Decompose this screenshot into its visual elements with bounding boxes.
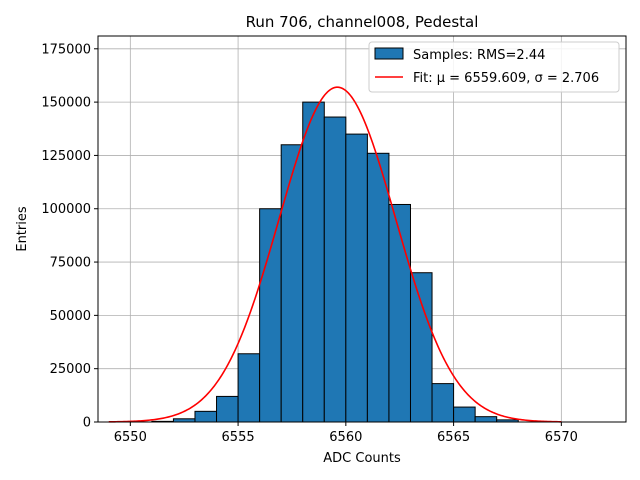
histogram-bar [345,133,368,423]
histogram-bar [453,406,476,423]
x-axis-ticks: 6550 6555 6560 6565 6570 [114,422,578,445]
plot-frame [97,35,627,423]
y-tick-label: 100000 [41,202,91,217]
legend-swatch-samples [374,47,404,60]
x-axis-label: ADC Counts [323,451,401,466]
chart-title: Run 706, channel008, Pedestal [246,13,479,31]
histogram-bar [431,383,455,423]
histogram-bar [280,144,304,423]
histogram-bar [259,208,282,423]
histogram-bar [409,272,433,423]
histogram-bar [237,353,261,423]
histogram-bar [302,101,325,423]
legend-label-samples: Samples: RMS=2.44 [413,48,545,63]
histogram-bar [194,410,218,423]
y-tick-label: 150000 [41,96,91,111]
fit-curve [108,86,562,423]
y-tick-label: 25000 [50,362,91,377]
x-tick-label: 6560 [329,430,362,445]
legend-box [368,41,620,93]
x-tick-label: 6565 [437,430,470,445]
y-axis-label: Entries [15,206,30,252]
x-tick-label: 6555 [222,430,255,445]
legend: Samples: RMS=2.44 Fit: μ = 6559.609, σ =… [368,41,620,93]
histogram-bar [366,152,390,423]
y-tick-label: 125000 [41,149,91,164]
legend-label-fit: Fit: μ = 6559.609, σ = 2.706 [413,71,599,86]
y-tick-label: 75000 [50,256,91,271]
x-tick-label: 6570 [545,430,578,445]
y-axis-ticks: 0 25000 50000 75000 100000 125000 150000 175000 [41,42,98,431]
histogram-bar [388,203,411,423]
histogram-bar [216,395,239,423]
y-tick-label: 175000 [41,42,91,57]
x-tick-label: 6550 [114,430,147,445]
y-tick-label: 0 [83,416,91,431]
histogram-bar [474,416,498,423]
histogram-bar [323,116,347,423]
y-tick-label: 50000 [50,309,91,324]
